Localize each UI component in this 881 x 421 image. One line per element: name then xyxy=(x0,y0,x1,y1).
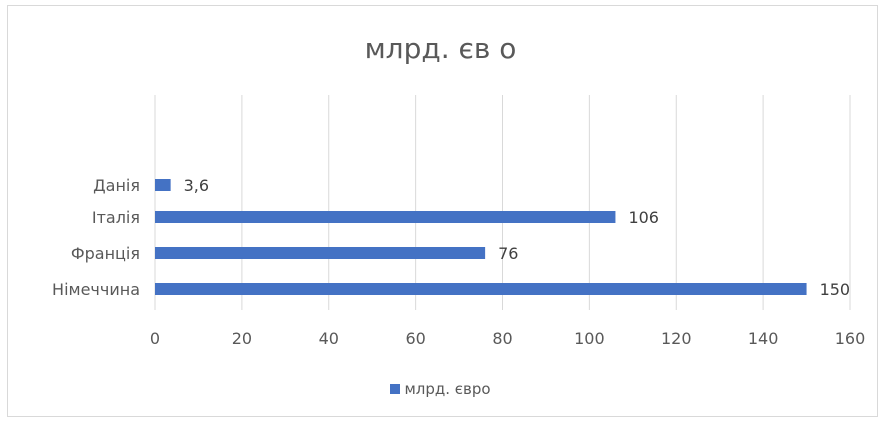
bar xyxy=(155,211,616,223)
x-tick-label: 0 xyxy=(150,329,160,348)
x-tick-label: 80 xyxy=(492,329,512,348)
category-label: Німеччина xyxy=(52,280,140,299)
category-label: Данія xyxy=(93,176,140,195)
x-tick-label: 140 xyxy=(748,329,779,348)
x-tick-label: 20 xyxy=(232,329,252,348)
category-labels: Німеччина Франція Італія Данія xyxy=(52,176,140,299)
legend-label: млрд. євро xyxy=(404,380,491,398)
data-label: 76 xyxy=(498,244,518,263)
bar xyxy=(155,247,486,259)
x-tick-label: 60 xyxy=(405,329,425,348)
x-tick-label: 120 xyxy=(661,329,692,348)
grid-lines xyxy=(154,95,851,310)
chart-title: млрд. єв о xyxy=(364,32,517,65)
x-tick-label: 40 xyxy=(319,329,339,348)
legend-swatch xyxy=(390,384,401,394)
bar xyxy=(155,283,807,295)
x-tick-label: 160 xyxy=(835,329,866,348)
bars xyxy=(155,179,807,295)
x-tick-label: 100 xyxy=(574,329,605,348)
category-label: Італія xyxy=(92,208,140,227)
data-label: 150 xyxy=(820,280,851,299)
category-label: Франція xyxy=(71,244,140,263)
legend: млрд. євро xyxy=(0,380,881,398)
data-label: 106 xyxy=(628,208,659,227)
bar xyxy=(155,179,171,191)
x-tick-labels: 0 20 40 60 80 100 120 140 160 xyxy=(150,329,865,348)
data-label: 3,6 xyxy=(184,176,209,195)
data-labels: 150 76 106 3,6 xyxy=(184,176,850,299)
